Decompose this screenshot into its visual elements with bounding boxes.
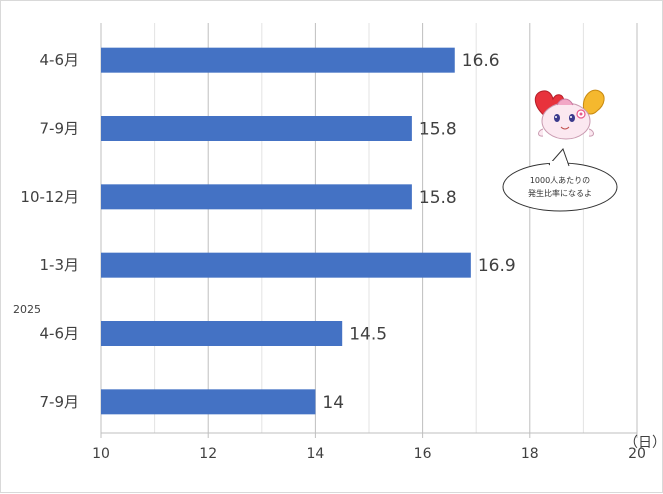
x-axis-unit: （日）	[624, 435, 663, 451]
speech-bubble: 1000人あたりの 発生比率になるよ	[502, 148, 618, 212]
category-label: 4-6月	[40, 51, 80, 69]
bars-group	[101, 47, 471, 415]
value-label: 15.8	[419, 120, 457, 140]
value-label: 15.8	[419, 188, 457, 208]
bar	[101, 389, 316, 415]
bar	[101, 184, 412, 210]
year-marker: 2025	[13, 303, 41, 316]
bar	[101, 252, 471, 278]
bubble-text-line2: 発生比率になるよ	[528, 188, 592, 198]
value-labels: 16.6 15.8 15.8 16.9 14.5 14	[322, 51, 515, 413]
category-label: 7-9月	[40, 393, 80, 411]
bubble-text-line1: 1000人あたりの	[530, 176, 590, 185]
bar	[101, 321, 343, 346]
mascot-character-icon	[534, 89, 605, 140]
x-tick-label: 18	[521, 446, 539, 462]
x-tick-label: 16	[414, 446, 432, 462]
category-label: 4-6月	[40, 325, 80, 343]
category-labels: 4-6月 7-9月 10-12月 1-3月 4-6月 7-9月	[20, 51, 79, 411]
value-label: 14.5	[349, 325, 387, 345]
category-label: 7-9月	[40, 120, 80, 138]
category-label: 10-12月	[20, 188, 79, 206]
bar	[101, 116, 412, 141]
x-tick-label: 12	[199, 446, 217, 462]
x-tick-label: 10	[92, 446, 110, 462]
value-label: 14	[322, 393, 344, 413]
value-label: 16.6	[462, 51, 500, 71]
x-tick-label: 14	[306, 446, 324, 462]
category-label: 1-3月	[40, 256, 80, 274]
grid-lines	[100, 23, 638, 438]
bar	[101, 47, 455, 73]
x-tick-label: 20	[628, 446, 646, 462]
x-tick-labels: 10 12 14 16 18 20	[92, 446, 646, 462]
value-label: 16.9	[478, 256, 516, 276]
